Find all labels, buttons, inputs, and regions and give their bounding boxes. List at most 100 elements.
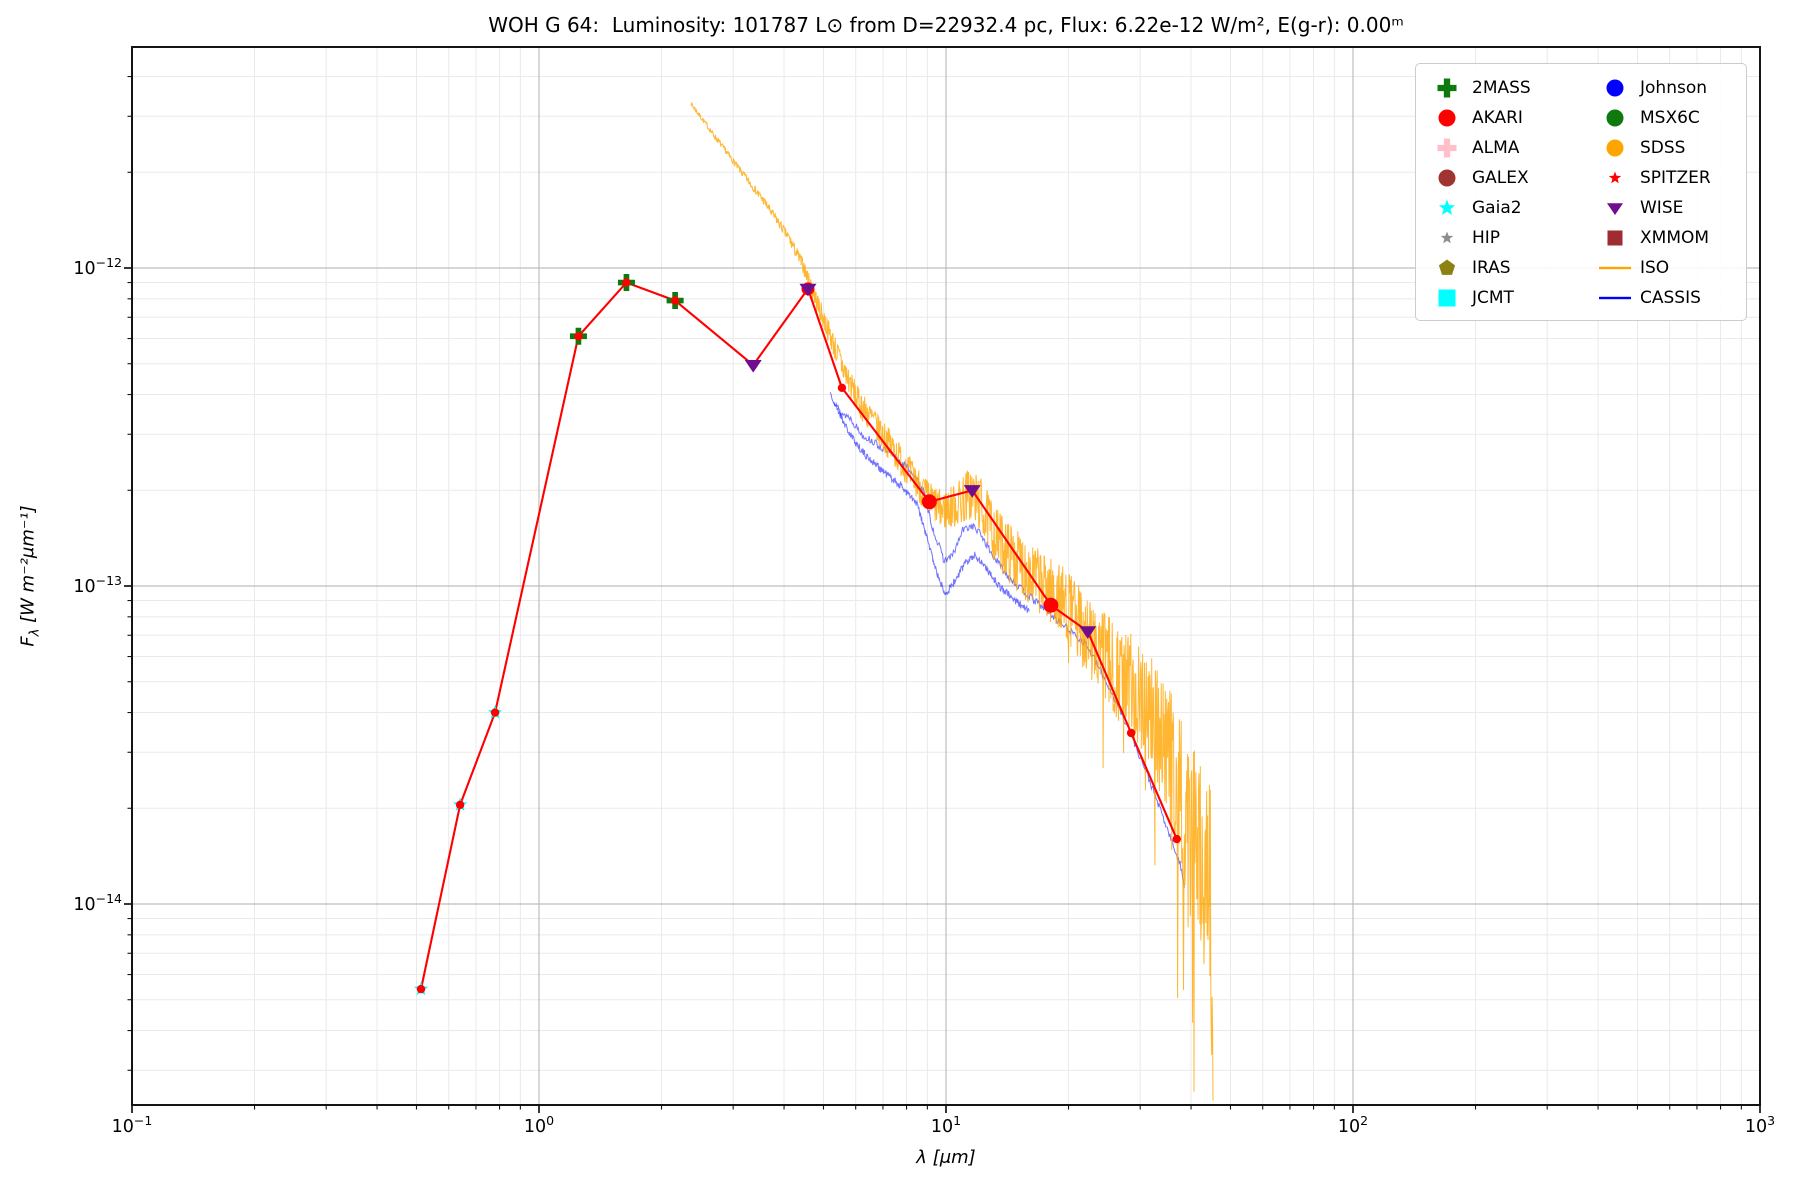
jcmt-glyph: [1438, 289, 1456, 307]
legend-item-akari: AKARI: [1430, 103, 1523, 133]
spitzer-glyph: [1608, 171, 1622, 184]
alma-glyph: [1437, 138, 1457, 158]
sed-vertex-dot: [574, 332, 583, 341]
legend-item-cassis: CASSIS: [1598, 283, 1701, 313]
marker-wise: [963, 485, 981, 498]
galex-marker-icon: [1438, 169, 1456, 187]
legend-item-galex: GALEX: [1430, 163, 1529, 193]
iso-glyph: [1599, 266, 1631, 270]
legend-label: XMMOM: [1640, 228, 1710, 248]
x-tick-label: 101: [930, 1113, 962, 1137]
legend-item-alma: ALMA: [1430, 133, 1519, 163]
xmmom-glyph: [1607, 230, 1623, 246]
cassis-marker-icon: [1599, 296, 1631, 300]
gaia2-marker-icon: [1438, 199, 1456, 215]
x-tick-label: 100: [523, 1113, 555, 1137]
legend-item-iso: ISO: [1598, 253, 1669, 283]
legend-item-jcmt: JCMT: [1430, 283, 1514, 313]
y-axis-label-symbol: F: [17, 636, 39, 647]
2mass-marker-icon: [1437, 78, 1457, 98]
iras-marker-icon: [1438, 259, 1456, 275]
legend-item-2mass: 2MASS: [1430, 73, 1531, 103]
x-tick-label: 10−1: [111, 1113, 153, 1137]
alma-marker-icon: [1437, 138, 1457, 158]
legend-label: AKARI: [1472, 108, 1523, 128]
axis-ticks: [124, 75, 1761, 1113]
galex-glyph: [1438, 169, 1456, 187]
sed-vertex-dot: [455, 800, 465, 810]
sed-vertex-dot: [1172, 834, 1181, 844]
legend-label: IRAS: [1472, 258, 1511, 278]
legend-label: MSX6C: [1640, 108, 1700, 128]
johnson-glyph: [1606, 79, 1624, 97]
spitzer-marker-icon: [1608, 171, 1622, 184]
hip-glyph: [1440, 231, 1454, 244]
akari-glyph: [1438, 109, 1456, 127]
legend-item-sdss: SDSS: [1598, 133, 1685, 163]
cassis-spectrum-line: [829, 392, 1185, 889]
y-axis-label-subscript: λ: [27, 628, 43, 637]
legend: 2MASS AKARI ALMA GALEX Gaia2 HIP IRAS JCMT Johns…: [1415, 63, 1747, 321]
x-tick-label: 102: [1337, 1113, 1369, 1137]
legend-label: 2MASS: [1472, 78, 1531, 98]
xmmom-marker-icon: [1607, 230, 1623, 246]
marker-wise: [1079, 626, 1097, 639]
legend-label: SPITZER: [1640, 168, 1711, 188]
y-tick-label: 10−14: [73, 891, 122, 915]
legend-item-hip: HIP: [1430, 223, 1500, 253]
legend-label: JCMT: [1472, 288, 1514, 308]
msx6c-glyph: [1606, 109, 1624, 127]
legend-label: WISE: [1640, 198, 1684, 218]
hip-marker-icon: [1440, 231, 1454, 244]
marker-akari: [921, 494, 937, 510]
legend-label: Johnson: [1640, 78, 1707, 98]
iso-marker-icon: [1599, 266, 1631, 270]
y-tick-label: 10−13: [73, 573, 122, 597]
legend-label: GALEX: [1472, 168, 1529, 188]
marker-wise: [799, 283, 817, 297]
legend-label: Gaia2: [1472, 198, 1522, 218]
legend-label: HIP: [1472, 228, 1501, 248]
y-tick-label: 10−12: [73, 255, 122, 279]
legend-item-spitzer: SPITZER: [1598, 163, 1711, 193]
legend-label: SDSS: [1640, 138, 1686, 158]
legend-item-johnson: Johnson: [1598, 73, 1707, 103]
sdss-glyph: [1606, 139, 1624, 157]
cassis-glyph: [1599, 296, 1631, 300]
akari-marker-icon: [1438, 109, 1456, 127]
photometry-markers: [413, 274, 1181, 996]
x-tick-label: 103: [1744, 1113, 1776, 1137]
legend-label: CASSIS: [1640, 288, 1701, 308]
plot-title: WOH G 64: Luminosity: 101787 L⊙ from D=2…: [488, 13, 1404, 37]
legend-item-msx6c: MSX6C: [1598, 103, 1700, 133]
sed-photometry-line: [419, 281, 1178, 990]
legend-item-xmmom: XMMOM: [1598, 223, 1709, 253]
sed-vertex-dot: [670, 296, 680, 305]
x-axis-label: λ [μm]: [916, 1147, 976, 1168]
legend-item-wise: WISE: [1598, 193, 1683, 223]
sed-vertex-dot: [622, 278, 631, 287]
legend-item-iras: IRAS: [1430, 253, 1511, 283]
2mass-glyph: [1437, 78, 1457, 98]
grid-major: [132, 47, 1760, 1105]
jcmt-marker-icon: [1438, 289, 1456, 307]
sed-vertex-dot: [416, 984, 426, 994]
legend-item-gaia2: Gaia2: [1430, 193, 1522, 223]
gaia2-glyph: [1438, 199, 1456, 215]
msx6c-marker-icon: [1606, 109, 1624, 127]
sed-vertex-dot: [837, 383, 847, 393]
sdss-marker-icon: [1606, 139, 1624, 157]
iras-glyph: [1438, 259, 1456, 275]
marker-wise: [744, 360, 762, 373]
wise-marker-icon: [1607, 203, 1623, 216]
iso-spectrum-line: [690, 102, 1214, 1101]
y-axis-label-units: [W m⁻²μm⁻¹]: [17, 505, 39, 629]
sed-vertex-dot: [490, 708, 500, 717]
sed-vertex-dot: [1126, 728, 1136, 738]
y-axis-label: Fλ [W m⁻²μm⁻¹]: [18, 505, 43, 646]
johnson-marker-icon: [1606, 79, 1624, 97]
cassis-spectrum-line: [833, 401, 1030, 613]
marker-akari: [1043, 597, 1059, 613]
